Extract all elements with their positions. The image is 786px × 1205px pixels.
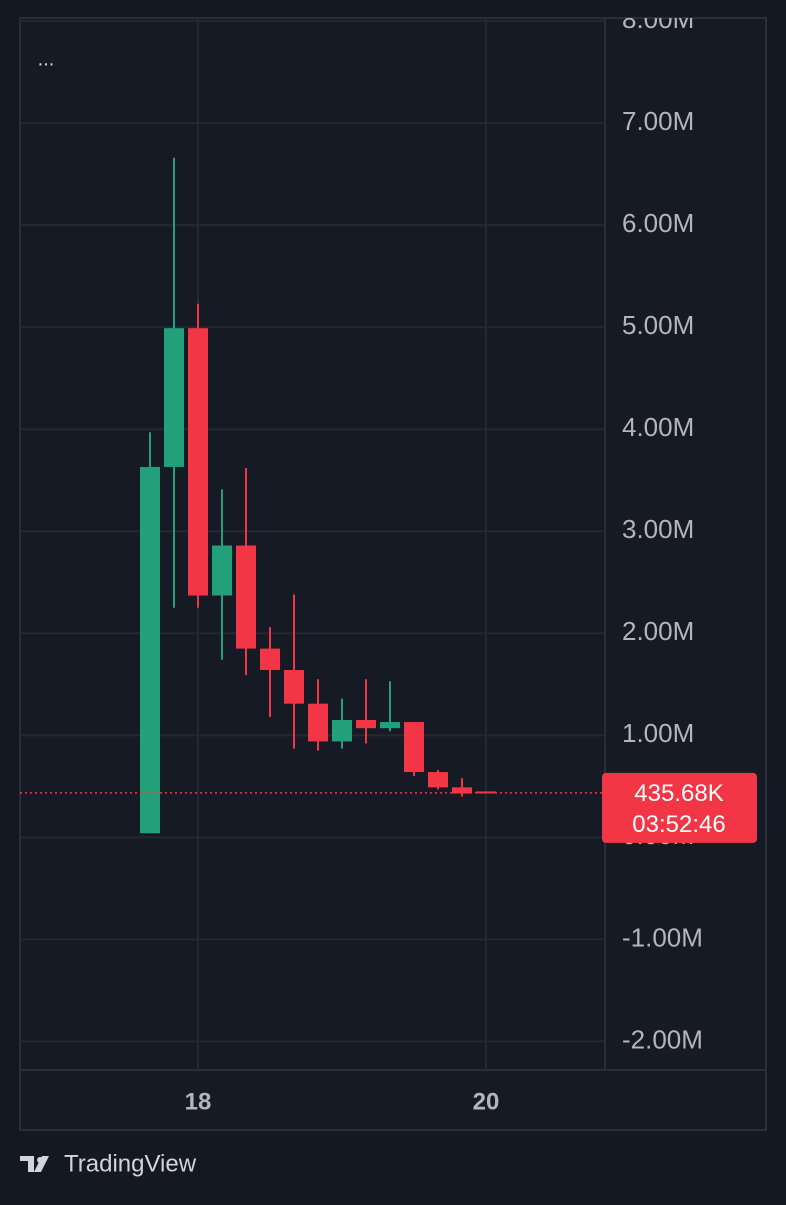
menu-button[interactable]: ... (38, 48, 55, 70)
candle-body (164, 328, 184, 467)
x-tick-label: 18 (185, 1088, 212, 1115)
candle-body (308, 703, 328, 742)
y-tick-label: 5.00M (622, 310, 694, 340)
brand-name: TradingView (64, 1150, 197, 1177)
y-tick-label: -1.00M (622, 922, 703, 952)
chart-frame (19, 17, 767, 1131)
last-price-label: 435.68K (634, 780, 723, 807)
y-tick-label: 4.00M (622, 412, 694, 442)
brand-logo (20, 1156, 49, 1172)
y-tick-label: 2.00M (622, 616, 694, 646)
candles (140, 157, 496, 834)
y-tick-label: -2.00M (622, 1024, 703, 1054)
candle-body (236, 545, 256, 649)
candle-body (356, 720, 376, 729)
y-tick-label: 7.00M (622, 106, 694, 136)
y-tick-label: 6.00M (622, 208, 694, 238)
countdown-label: 03:52:46 (632, 811, 725, 838)
y-tick-label: 8.00M (622, 4, 694, 34)
candle-body (428, 772, 448, 788)
candle-body (188, 328, 208, 596)
y-tick-label: 3.00M (622, 514, 694, 544)
overlay: 18 20 435.68K 03:52:46 (20, 772, 757, 1115)
y-tick-label: 1.00M (622, 718, 694, 748)
candle-body (260, 648, 280, 671)
candle-body (452, 787, 472, 794)
last-price-box (602, 772, 757, 843)
candle-body (404, 722, 424, 773)
candle-body (332, 720, 352, 742)
x-tick-label: 20 (473, 1088, 500, 1115)
candle-body (140, 466, 160, 834)
candle-body (212, 545, 232, 596)
candle-body (380, 722, 400, 729)
candle-body (284, 670, 304, 704)
